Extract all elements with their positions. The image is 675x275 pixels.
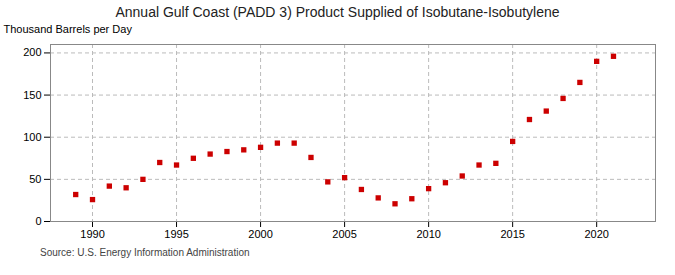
svg-text:1995: 1995 — [164, 228, 188, 240]
html-text:Annual Gulf Coast (PADD 3) Pro: Annual Gulf Coast (PADD 3) Product Suppl… — [115, 4, 560, 20]
svg-text:100: 100 — [23, 131, 41, 143]
svg-text:2005: 2005 — [332, 228, 356, 240]
svg-text:2000: 2000 — [248, 228, 272, 240]
svg-text:2015: 2015 — [500, 228, 524, 240]
svg-text:2020: 2020 — [584, 228, 608, 240]
svg-text:1990: 1990 — [80, 228, 104, 240]
svg-text:200: 200 — [23, 46, 41, 58]
html-text:Source: U.S. Energy Informatio: Source: U.S. Energy Information Administ… — [40, 247, 250, 258]
svg-text:Thousand Barrels per Day: Thousand Barrels per Day — [4, 23, 133, 35]
svg-text:150: 150 — [23, 89, 41, 101]
svg-text:2010: 2010 — [416, 228, 440, 240]
svg-text:50: 50 — [29, 173, 41, 185]
svg-text:0: 0 — [35, 215, 41, 227]
